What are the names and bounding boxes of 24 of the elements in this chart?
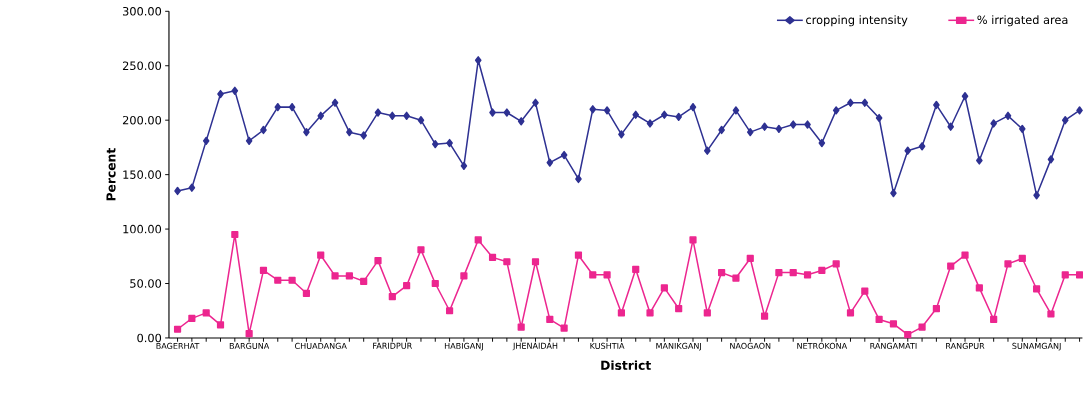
x-tick-label: BAGERHAT bbox=[156, 342, 200, 349]
x-tick-label: MANIKGANJ bbox=[656, 342, 701, 351]
y-tick-label: 300.00 bbox=[122, 6, 162, 16]
y-tick-label: 200.00 bbox=[122, 115, 162, 125]
x-tick-label: KUSHTIA bbox=[590, 342, 625, 349]
x-tick-label: JHENAIDAH bbox=[512, 342, 558, 351]
y-tick-label: 150.00 bbox=[123, 170, 162, 179]
y-tick-label: 100.00 bbox=[123, 224, 162, 234]
legend-label: % irrigated area bbox=[977, 15, 1068, 27]
x-tick-label: BARGUNA bbox=[229, 342, 270, 349]
x-axis-title: District bbox=[601, 360, 651, 370]
x-tick-label: FARIDPUR bbox=[373, 342, 413, 349]
x-tick-label: NETROKONA bbox=[797, 342, 848, 349]
x-tick-label: RANGAMATI bbox=[870, 342, 917, 349]
legend-label: cropping intensity bbox=[806, 15, 908, 27]
x-tick-label: CHUADANGA bbox=[295, 342, 347, 349]
x-tick-label: RANGPUR bbox=[946, 342, 985, 349]
x-tick-label: NAOGAON bbox=[730, 342, 771, 349]
y-tick-label: 50.00 bbox=[130, 278, 162, 288]
y-tick-label: 250.00 bbox=[122, 61, 162, 70]
y-axis-title: Percent bbox=[106, 147, 116, 201]
x-tick-label: HABIGANJ bbox=[444, 342, 483, 351]
y-tick-label: 0.00 bbox=[137, 333, 162, 343]
x-tick-label: SUNAMGANJ bbox=[1012, 342, 1061, 351]
